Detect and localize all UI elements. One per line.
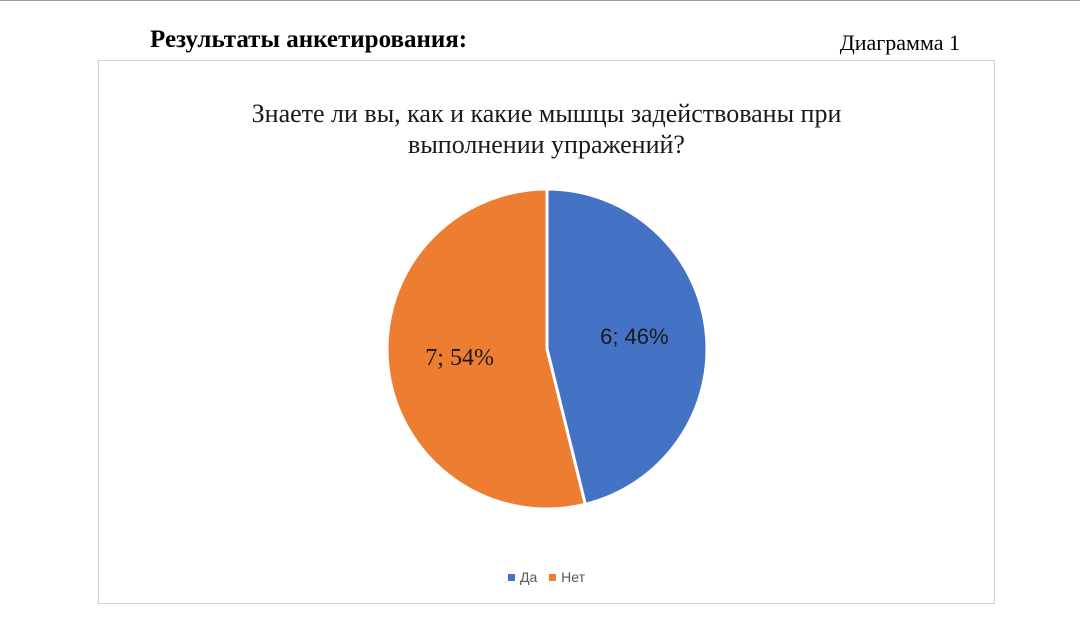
pie-slices — [385, 187, 709, 511]
pie-data-label-1: 6; 46% — [600, 324, 669, 349]
legend-swatch-da — [507, 574, 515, 581]
legend-item-net: Нет — [549, 569, 585, 585]
diagram-number-label: Диаграмма 1 — [839, 30, 960, 55]
pie-slice-1 — [545, 187, 709, 506]
legend-item-da: Да — [507, 569, 538, 585]
chart-title: Знаете ли вы, как и какие мышцы задейств… — [99, 98, 994, 160]
pie-chart: 6; 46% 7; 54% — [385, 187, 709, 511]
legend-label-da: Да — [519, 569, 538, 585]
legend-label-net: Нет — [561, 569, 585, 585]
chart-title-line-2: выполнении упражений? — [408, 130, 685, 159]
document-heading: Результаты анкетирования: — [150, 26, 468, 53]
chart-frame: Знаете ли вы, как и какие мышцы задейств… — [98, 60, 995, 604]
chart-legend: Да Нет — [99, 569, 994, 585]
page-top-rule — [0, 0, 1080, 1]
legend-swatch-net — [549, 574, 557, 581]
chart-title-line-1: Знаете ли вы, как и какие мышцы задейств… — [251, 99, 842, 128]
pie-data-labels: 6; 46% 7; 54% — [425, 324, 668, 371]
pie-data-label-2: 7; 54% — [425, 345, 494, 371]
pie-slice-2 — [385, 187, 587, 511]
